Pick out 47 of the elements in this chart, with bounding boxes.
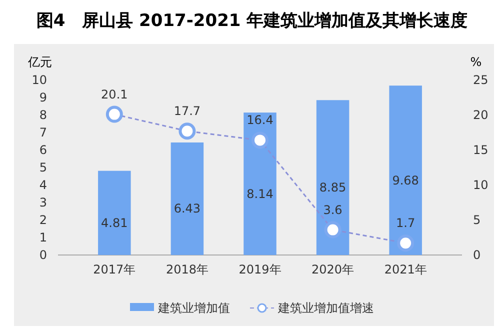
y-tick-label: 4 xyxy=(39,178,47,192)
x-tick-label: 2021年 xyxy=(384,262,427,277)
legend-label: 建筑业增加值 xyxy=(157,301,230,315)
bar xyxy=(98,170,131,255)
y-tick-label: 8 xyxy=(39,108,47,122)
y2-tick-label: 10 xyxy=(473,178,488,192)
bar xyxy=(389,86,422,255)
bar xyxy=(316,100,350,255)
y-tick-label: 9 xyxy=(39,90,47,104)
point xyxy=(252,132,268,149)
y2-axis-title: % xyxy=(470,55,482,69)
data-label: 8.85 xyxy=(319,180,346,195)
point xyxy=(324,221,342,238)
legend-label: 建筑业增加值增速 xyxy=(277,301,374,315)
x-tick-label: 2020年 xyxy=(312,262,354,277)
data-label: 8.14 xyxy=(246,186,274,201)
y-tick-label: 10 xyxy=(32,72,47,87)
data-label: 17.7 xyxy=(174,104,201,118)
x-tick-label: 2017年 xyxy=(93,262,136,277)
y-tick-label: 3 xyxy=(39,195,47,210)
chart-title: 图4 屏山县 2017-2021 年建筑业增加值及其增长速度 xyxy=(36,11,468,31)
y-tick-label: 7 xyxy=(39,125,47,140)
y2-tick-label: 5 xyxy=(473,212,481,227)
data-label: 3.6 xyxy=(323,202,342,217)
y2-tick-label: 0 xyxy=(473,248,481,262)
y-tick-label: 0 xyxy=(39,248,47,262)
y-tick-label: 2 xyxy=(39,212,47,227)
y-axis-title: 亿元 xyxy=(27,55,52,69)
y2-tick-label: 25 xyxy=(473,72,488,87)
y-tick-label: 5 xyxy=(39,160,47,174)
point xyxy=(397,234,414,252)
data-label: 1.7 xyxy=(396,216,416,230)
x-tick-label: 2018年 xyxy=(166,262,208,277)
y-tick-label: 6 xyxy=(39,142,47,157)
point xyxy=(178,122,196,140)
y2-tick-label: 20 xyxy=(473,108,488,122)
data-label: 20.1 xyxy=(101,87,128,102)
data-label: 9.68 xyxy=(392,173,419,188)
bar xyxy=(170,142,204,255)
x-tick-label: 2019年 xyxy=(238,262,282,277)
data-label: 16.4 xyxy=(246,113,274,128)
data-label: 6.43 xyxy=(174,202,201,216)
bar xyxy=(244,112,276,255)
data-label: 4.81 xyxy=(101,216,128,230)
y2-tick-label: 15 xyxy=(473,142,488,157)
y-tick-label: 1 xyxy=(39,230,47,244)
point xyxy=(106,106,123,123)
